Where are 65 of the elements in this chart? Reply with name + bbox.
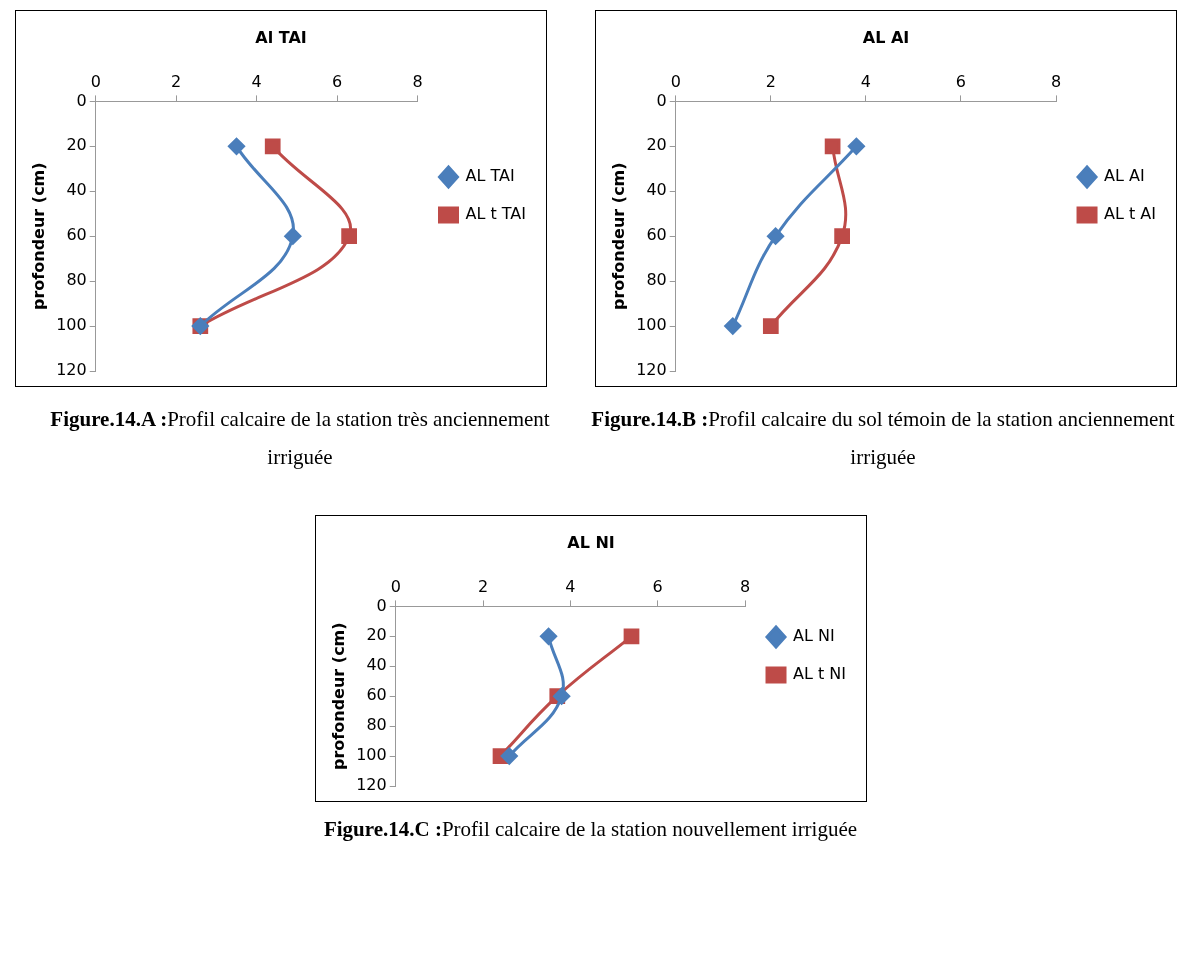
y-tick-label: 120: [636, 360, 667, 380]
text: Figure.14.A :Profil calcaire de la station très anciennement irriguée: [49, 406, 551, 471]
x-tick-label: 6: [955, 71, 967, 91]
y-tick-label: 40: [366, 655, 387, 675]
legend-label: AL AI: [1104, 166, 1145, 186]
point: [264, 138, 281, 155]
y-tick-label: 120: [56, 360, 87, 380]
y-tick-label: 20: [66, 135, 87, 155]
legend-label: AL t TAI: [465, 204, 526, 224]
y-tick-label: 40: [646, 180, 667, 200]
y-tick-label: 60: [66, 225, 87, 245]
x-tick-label: 2: [477, 576, 489, 596]
x-tick-label: 0: [90, 71, 101, 91]
y-tick-label: 80: [66, 270, 87, 290]
text: Figure.14.B :Profil calcaire du sol témoin de la station anciennement irriguée: [590, 406, 1176, 471]
y-tick-label: 80: [646, 270, 667, 290]
chart-title: Al TAI: [255, 27, 307, 47]
legend-label: AL t AI: [1104, 204, 1156, 224]
point: [824, 138, 841, 155]
point: [724, 317, 742, 335]
y-tick-label: 0: [76, 90, 87, 110]
y-axis-title: profondeur (cm): [608, 162, 628, 311]
x-tick-label: 4: [251, 71, 262, 91]
y-tick-label: 20: [646, 135, 667, 155]
x-tick-label: 4: [860, 71, 871, 91]
point: [228, 137, 246, 155]
y-tick-label: 60: [366, 685, 387, 705]
y-tick-label: 100: [636, 315, 667, 335]
point: [623, 628, 640, 645]
point: [500, 747, 518, 765]
y-tick-label: 120: [356, 775, 387, 795]
y-axis-title: profondeur (cm): [28, 162, 48, 311]
x-tick-label: 2: [765, 71, 776, 91]
y-tick-label: 80: [366, 715, 387, 735]
y-tick-label: 60: [646, 225, 667, 245]
x-tick-label: 4: [565, 576, 576, 596]
point: [284, 227, 302, 245]
x-tick-label: 2: [171, 71, 182, 91]
x-tick-label: 8: [1050, 71, 1062, 91]
legend-label: AL t NI: [793, 664, 847, 684]
point: [553, 687, 571, 705]
point: [767, 227, 785, 245]
x-tick-label: 0: [390, 576, 401, 596]
x-tick-label: 0: [670, 71, 681, 91]
x-tick-label: 8: [412, 71, 423, 91]
point: [762, 318, 779, 334]
y-tick-label: 20: [366, 625, 387, 645]
y-tick-label: 0: [656, 90, 667, 110]
y-tick-label: 100: [356, 745, 387, 765]
x-tick-label: 6: [331, 71, 343, 91]
chart-title: AL NI: [567, 532, 615, 552]
y-tick-label: 0: [376, 595, 387, 615]
y-axis-title: profondeur (cm): [328, 622, 348, 771]
legend-label: AL NI: [793, 626, 835, 646]
legend-label: AL TAI: [465, 166, 515, 186]
text: Figure.14.C :Profil calcaire de la station nouvellement irriguée: [322, 816, 859, 843]
chart-title: AL AI: [862, 27, 910, 47]
point: [540, 627, 558, 645]
point: [834, 228, 850, 245]
x-tick-label: 6: [652, 576, 663, 596]
point: [847, 137, 865, 155]
y-tick-label: 40: [66, 180, 87, 200]
point: [341, 228, 357, 245]
y-tick-label: 100: [56, 315, 87, 335]
x-tick-label: 8: [739, 576, 751, 596]
